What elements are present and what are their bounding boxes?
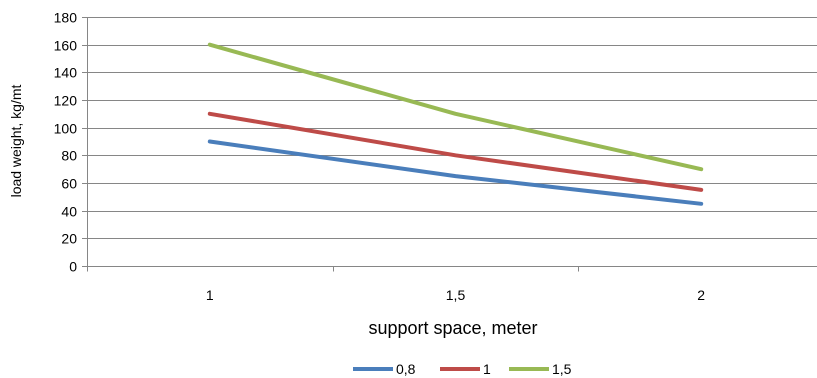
legend-label: 1 — [483, 361, 491, 377]
y-tick-label: 60 — [61, 176, 77, 192]
x-tick-label: 1 — [206, 287, 214, 303]
y-tick-label: 80 — [61, 148, 77, 164]
legend: 0,8 1 1,5 — [353, 361, 572, 377]
y-tick-label: 180 — [54, 10, 78, 26]
y-axis-title: load weight, kg/mt — [8, 84, 24, 197]
series-line-0 — [207, 139, 704, 206]
y-tick-label: 20 — [61, 231, 77, 247]
gridlines — [87, 17, 817, 239]
y-tick-label: 120 — [54, 93, 78, 109]
y-tick-label: 140 — [54, 65, 78, 81]
series-lines — [207, 42, 704, 206]
x-tick-labels: 1 1,5 2 — [206, 287, 705, 303]
y-tick-label: 100 — [54, 121, 78, 137]
series-line-1 — [207, 111, 704, 192]
x-tick-label: 2 — [697, 287, 705, 303]
y-tick-labels: 0 20 40 60 80 100 120 140 160 180 — [54, 10, 78, 275]
axes — [82, 17, 817, 272]
legend-label: 0,8 — [396, 361, 416, 377]
y-tick-label: 160 — [54, 38, 78, 54]
series-line-2 — [207, 42, 704, 172]
x-tick-label: 1,5 — [446, 287, 466, 303]
legend-label: 1,5 — [552, 361, 572, 377]
x-axis-title: support space, meter — [368, 318, 537, 338]
y-tick-label: 0 — [69, 259, 77, 275]
y-tick-label: 40 — [61, 204, 77, 220]
